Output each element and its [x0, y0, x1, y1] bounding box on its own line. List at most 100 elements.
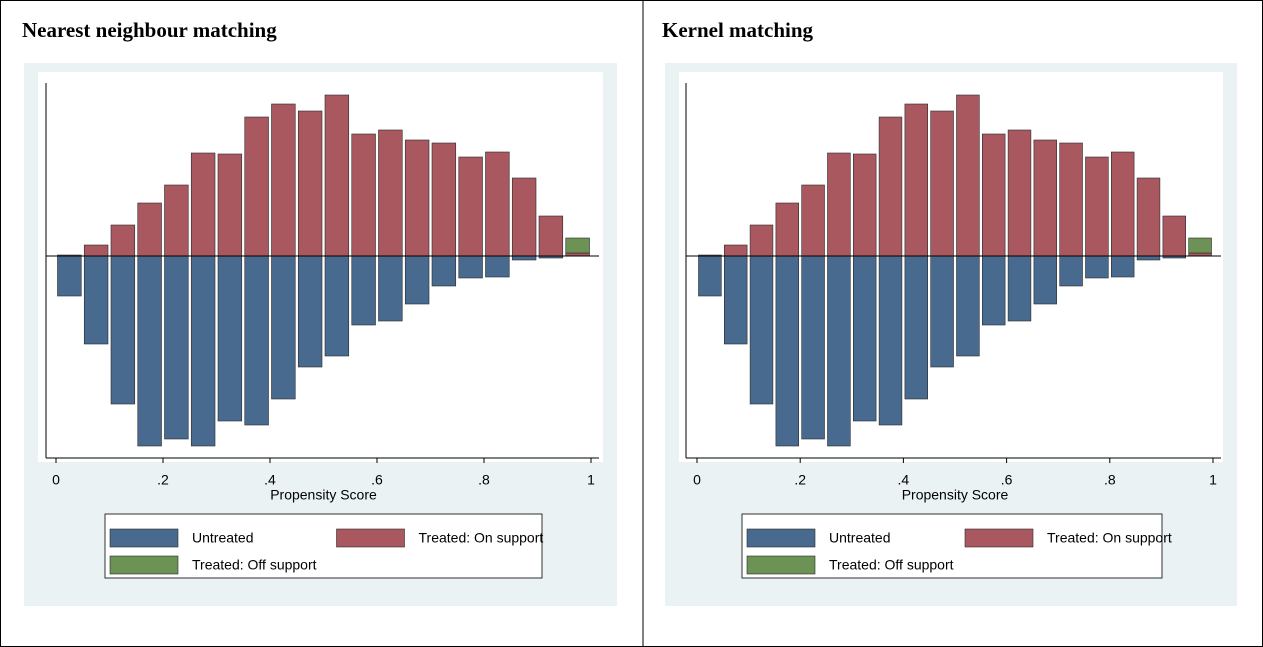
- bar: [485, 255, 510, 278]
- legend-label: Treated: Off support: [829, 557, 954, 573]
- bar: [378, 255, 403, 322]
- bar: [698, 255, 722, 297]
- bar: [801, 184, 825, 257]
- bar: [244, 255, 269, 426]
- bar: [1059, 142, 1083, 257]
- legend-label: Treated: On support: [1047, 530, 1172, 546]
- bar: [244, 116, 269, 257]
- bar: [458, 156, 483, 257]
- bar: [852, 255, 877, 422]
- bar: [878, 255, 903, 426]
- x-tick-label: .4: [264, 472, 276, 488]
- bar: [1162, 215, 1187, 257]
- bar: [83, 244, 109, 257]
- bar: [749, 224, 774, 257]
- bar: [1007, 129, 1032, 257]
- bar: [878, 116, 903, 257]
- bar: [981, 133, 1006, 257]
- bar: [930, 110, 954, 257]
- bar: [511, 177, 537, 257]
- x-tick-label: .6: [1001, 472, 1013, 488]
- legend-label: Untreated: [192, 530, 253, 546]
- bar: [485, 151, 510, 257]
- bar: [511, 255, 537, 261]
- bar: [1085, 156, 1109, 257]
- legend-label: Treated: Off support: [192, 557, 317, 573]
- bar: [723, 255, 748, 345]
- bar: [904, 255, 929, 400]
- bar: [83, 255, 109, 345]
- x-tick-label: 0: [693, 472, 701, 488]
- bar: [775, 255, 800, 447]
- bar: [431, 142, 457, 257]
- bar: [956, 255, 980, 357]
- x-tick-label: .8: [1104, 472, 1116, 488]
- x-axis-label: Propensity Score: [270, 487, 377, 503]
- bar: [904, 103, 929, 257]
- bar: [164, 184, 189, 257]
- bar: [1111, 255, 1135, 278]
- bar: [981, 255, 1006, 326]
- bar: [190, 152, 216, 257]
- bar: [458, 255, 483, 279]
- bar: [1033, 255, 1058, 305]
- x-tick-label: 1: [1209, 472, 1217, 488]
- bar: [324, 94, 350, 257]
- x-tick-label: .2: [157, 472, 169, 488]
- bar: [1136, 255, 1161, 261]
- bar: [827, 152, 851, 257]
- legend-swatch: [746, 528, 816, 548]
- bar: [1136, 177, 1161, 257]
- bar: [1033, 139, 1058, 257]
- bar: [297, 255, 323, 368]
- bar: [538, 215, 564, 257]
- chart-title: Kernel matching: [662, 18, 814, 42]
- bar: [852, 153, 877, 257]
- x-tick-label: 1: [587, 472, 595, 488]
- legend-label: Untreated: [829, 530, 890, 546]
- bar: [110, 255, 136, 405]
- bar: [324, 255, 350, 357]
- bar: [930, 255, 954, 368]
- chart-title: Nearest neighbour matching: [22, 18, 277, 42]
- bar: [801, 255, 825, 440]
- bar: [271, 255, 296, 400]
- bar: [351, 133, 376, 257]
- legend-swatch: [964, 528, 1034, 548]
- legend-label: Treated: On support: [419, 530, 544, 546]
- x-tick-label: .2: [794, 472, 806, 488]
- bar: [190, 255, 216, 447]
- bar: [1059, 255, 1083, 287]
- x-axis-label: Propensity Score: [902, 487, 1009, 503]
- bar: [110, 224, 136, 257]
- x-tick-label: .6: [371, 472, 383, 488]
- x-tick-label: .8: [478, 472, 490, 488]
- bar: [1111, 151, 1135, 257]
- bar: [404, 139, 430, 257]
- bar: [1188, 237, 1212, 254]
- bar: [404, 255, 430, 305]
- bar: [164, 255, 189, 440]
- bar: [351, 255, 376, 326]
- bar: [137, 202, 162, 257]
- bar: [217, 255, 243, 422]
- bar: [297, 110, 323, 257]
- bar: [137, 255, 162, 447]
- bar: [956, 94, 980, 257]
- legend-swatch: [109, 555, 179, 575]
- bar: [749, 255, 774, 405]
- bar: [1085, 255, 1109, 279]
- legend-swatch: [746, 555, 816, 575]
- bar: [723, 244, 748, 257]
- bar: [775, 202, 800, 257]
- legend-swatch: [336, 528, 405, 548]
- bar: [271, 103, 296, 257]
- bar: [57, 255, 82, 297]
- bar: [565, 237, 590, 254]
- x-tick-label: .4: [898, 472, 910, 488]
- legend-swatch: [109, 528, 179, 548]
- bar: [431, 255, 457, 287]
- bar: [217, 153, 243, 257]
- x-tick-label: 0: [52, 472, 60, 488]
